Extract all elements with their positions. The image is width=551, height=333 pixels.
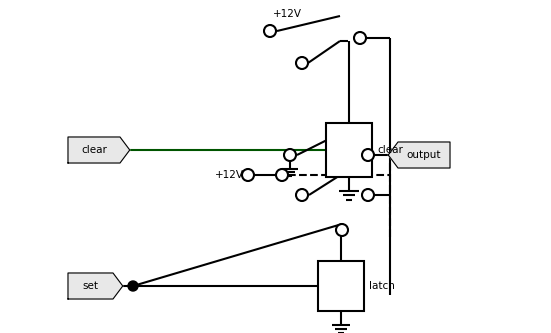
Text: +12V: +12V [273,9,302,19]
Polygon shape [388,142,450,168]
Circle shape [362,189,374,201]
Circle shape [296,189,308,201]
Circle shape [336,224,348,236]
Text: output: output [407,150,441,160]
Bar [318,261,364,311]
Bar [326,123,372,177]
Text: +12V: +12V [215,170,244,180]
Polygon shape [68,137,129,163]
Polygon shape [68,273,123,299]
Circle shape [284,149,296,161]
Circle shape [362,149,374,161]
Circle shape [354,32,366,44]
Circle shape [242,169,254,181]
Text: latch: latch [369,281,395,291]
Circle shape [264,25,276,37]
Circle shape [276,169,288,181]
Text: clear: clear [81,145,107,155]
Circle shape [128,281,138,291]
Text: clear: clear [377,145,403,155]
Circle shape [296,57,308,69]
Text: set: set [83,281,99,291]
